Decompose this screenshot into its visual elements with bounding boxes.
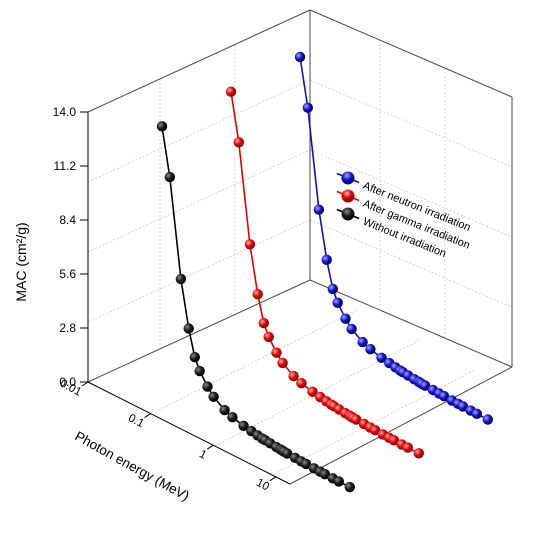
data-point bbox=[357, 336, 368, 348]
x-tick-label: 10 bbox=[254, 477, 271, 494]
data-point bbox=[271, 347, 282, 358]
data-point bbox=[327, 283, 338, 295]
data-point bbox=[175, 273, 187, 285]
data-point bbox=[365, 344, 376, 355]
data-point bbox=[351, 414, 362, 425]
legend-marker bbox=[341, 189, 355, 203]
data-point bbox=[225, 86, 237, 97]
x-tick-label: 0.01 bbox=[58, 378, 83, 399]
axis-ticks: 0.0 2.8 5.6 8.4 11.2 14.0 0.01 0.1 1 10 bbox=[53, 105, 277, 494]
x-tick-mark bbox=[269, 476, 277, 482]
z-tick-label: 5.6 bbox=[59, 267, 76, 281]
data-point bbox=[307, 386, 318, 397]
data-point bbox=[369, 424, 381, 436]
x-tick-mark bbox=[81, 381, 89, 387]
data-point bbox=[219, 404, 230, 416]
x-axis-label: Photon energy (MeV) bbox=[72, 428, 192, 503]
legend-marker bbox=[341, 207, 355, 221]
data-point bbox=[420, 380, 431, 391]
data-point bbox=[258, 317, 269, 329]
data-point bbox=[244, 239, 256, 250]
data-series bbox=[156, 51, 493, 493]
plot-box bbox=[87, 9, 513, 485]
data-point bbox=[233, 137, 244, 148]
data-point bbox=[321, 254, 332, 265]
data-point bbox=[164, 171, 175, 183]
axes bbox=[87, 112, 291, 485]
data-point bbox=[332, 297, 343, 308]
data-point bbox=[227, 412, 238, 423]
data-point bbox=[319, 469, 331, 480]
series-after-neutron-irradiation bbox=[294, 51, 493, 425]
data-point bbox=[346, 323, 357, 335]
data-point bbox=[471, 408, 482, 419]
z-tick-label: 14.0 bbox=[53, 105, 77, 119]
z-tick-label: 2.8 bbox=[59, 321, 76, 335]
x-tick-label: 1 bbox=[197, 448, 208, 462]
data-point bbox=[302, 102, 313, 113]
x-tick-mark bbox=[206, 444, 214, 450]
data-point bbox=[438, 391, 450, 402]
x-tick-mark bbox=[144, 413, 151, 419]
series-after-gamma-irradiation bbox=[225, 86, 424, 459]
data-point bbox=[388, 435, 400, 446]
legend-marker bbox=[341, 171, 355, 185]
data-point bbox=[296, 378, 307, 389]
series-without-irradiation bbox=[156, 121, 355, 493]
data-point bbox=[208, 391, 219, 402]
data-point bbox=[294, 51, 306, 63]
data-point bbox=[156, 121, 168, 132]
z-tick-label: 8.4 bbox=[59, 213, 76, 227]
data-point bbox=[189, 352, 200, 363]
data-point bbox=[277, 357, 288, 369]
data-point bbox=[183, 323, 194, 334]
data-point bbox=[313, 204, 325, 215]
data-point bbox=[202, 381, 213, 392]
data-point bbox=[238, 420, 249, 431]
data-point bbox=[344, 481, 355, 493]
x-tick-label: 0.1 bbox=[126, 412, 146, 430]
data-point bbox=[333, 476, 344, 487]
data-point bbox=[402, 442, 413, 453]
data-point bbox=[288, 370, 299, 382]
data-point bbox=[252, 289, 263, 300]
data-point bbox=[263, 331, 274, 343]
z-axis-label: MAC (cm²/g) bbox=[13, 222, 29, 301]
data-point bbox=[282, 448, 293, 459]
data-point bbox=[482, 414, 493, 425]
z-tick-label: 11.2 bbox=[54, 159, 77, 173]
data-point bbox=[300, 458, 312, 470]
z-tick-label: 0.0 bbox=[59, 375, 76, 389]
data-point bbox=[457, 401, 469, 412]
data-point bbox=[376, 352, 387, 363]
data-point bbox=[413, 448, 424, 459]
data-point bbox=[194, 365, 205, 377]
data-point bbox=[340, 313, 351, 324]
